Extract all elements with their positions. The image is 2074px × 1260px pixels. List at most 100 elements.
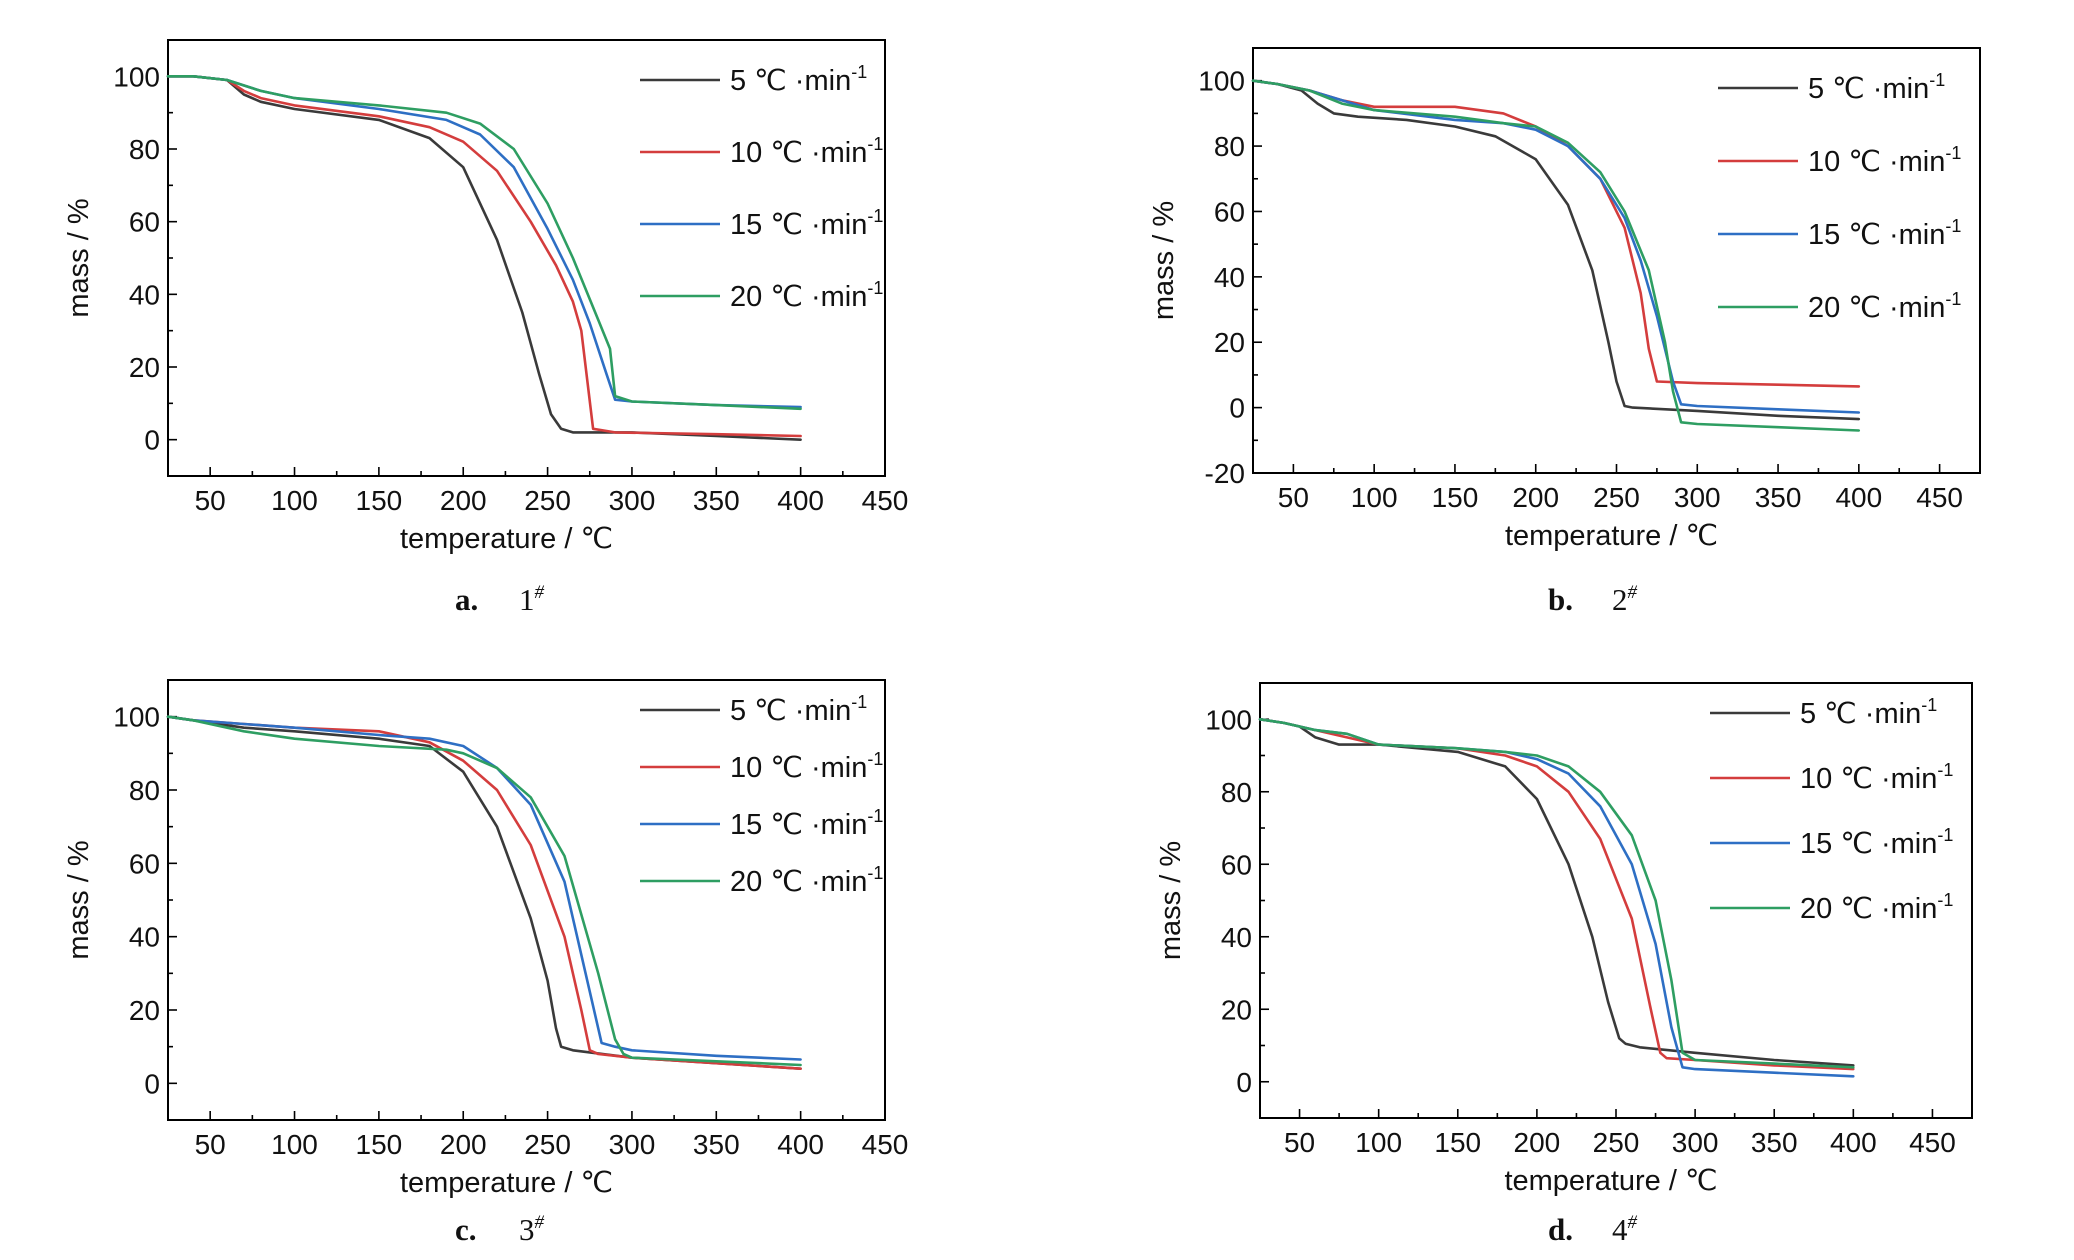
x-axis-title: temperature / ℃ xyxy=(400,523,613,555)
x-tick-label: 350 xyxy=(1751,1127,1798,1158)
legend-label: 20 ℃ ·min-1 xyxy=(730,278,883,313)
y-axis-title: mass / % xyxy=(63,198,95,317)
legend-superscript: -1 xyxy=(1945,143,1961,163)
series-line-2 xyxy=(166,715,802,1061)
caption-number: 4# xyxy=(1612,1212,1638,1247)
caption-number: 2# xyxy=(1612,582,1638,617)
legend-label: 10 ℃ ·min-1 xyxy=(1808,143,1961,178)
legend-superscript: -1 xyxy=(867,749,883,769)
series-line-3 xyxy=(166,715,802,1067)
caption-letter: a. xyxy=(455,582,478,617)
y-tick-label: 60 xyxy=(1214,196,1245,227)
chart-panel-d: 50 100 150 200 250 300 350 400 450 0 20 40 60 80 100 te… xyxy=(1037,630,2074,1260)
y-axis-title: mass / % xyxy=(1155,841,1187,960)
x-tick-label: 250 xyxy=(524,1129,571,1160)
x-tick-label: 250 xyxy=(1593,1127,1640,1158)
legend-label: 20 ℃ ·min-1 xyxy=(730,863,883,898)
chart-panel-b: 50 100 150 200 250 300 350 400 450 -20 0 20 40 60 80 10… xyxy=(1037,0,2074,630)
x-axis-title: temperature / ℃ xyxy=(1505,520,1718,552)
x-axis-title: temperature / ℃ xyxy=(1504,1165,1717,1197)
chart-panel-c: 50 100 150 200 250 300 350 400 450 0 20 40 60 80 100 te… xyxy=(0,630,1037,1260)
x-tick-label: 300 xyxy=(1674,482,1721,513)
legend-label: 5 ℃ ·min-1 xyxy=(1800,695,1937,730)
series-line-2 xyxy=(1258,718,1855,1078)
series-line-1 xyxy=(166,75,802,438)
y-tick-label: 0 xyxy=(144,1068,160,1099)
y-axis-title: mass / % xyxy=(1148,201,1180,320)
legend-superscript: -1 xyxy=(1945,289,1961,309)
legend-label: 15 ℃ ·min-1 xyxy=(730,206,883,241)
y-tick-label: 80 xyxy=(129,134,160,165)
y-tick-label: 100 xyxy=(1198,66,1245,97)
x-tick-label: 350 xyxy=(1755,482,1802,513)
x-tick-label: 150 xyxy=(1432,482,1479,513)
x-tick-label: 100 xyxy=(271,485,318,516)
x-axis-title: temperature / ℃ xyxy=(400,1167,613,1199)
legend-label: 20 ℃ ·min-1 xyxy=(1808,289,1961,324)
y-tick-label: 0 xyxy=(1229,393,1245,424)
caption-letter: c. xyxy=(455,1212,477,1247)
x-tick-label: 400 xyxy=(1830,1127,1877,1158)
x-tick-label: 100 xyxy=(271,1129,318,1160)
caption-number: 3# xyxy=(519,1212,545,1247)
x-tick-label: 400 xyxy=(777,485,824,516)
chart-svg: 50 100 150 200 250 300 350 400 450 -20 0 20 40 60 80 10… xyxy=(1148,47,1981,617)
y-tick-label: 20 xyxy=(1221,994,1252,1025)
x-tick-label: 450 xyxy=(862,485,909,516)
caption-superscript: # xyxy=(535,582,545,603)
series-line-3 xyxy=(1258,718,1855,1069)
legend-superscript: -1 xyxy=(867,206,883,226)
x-tick-label: 150 xyxy=(1434,1127,1481,1158)
legend-superscript: -1 xyxy=(867,134,883,154)
y-tick-label: 100 xyxy=(113,61,160,92)
x-tick-label: 300 xyxy=(1672,1127,1719,1158)
x-tick-label: 450 xyxy=(862,1129,909,1160)
y-tick-label: 100 xyxy=(1205,704,1252,735)
chart-svg: 50 100 150 200 250 300 350 400 450 0 20 40 60 80 100 te… xyxy=(63,679,909,1247)
plot-frame xyxy=(167,679,886,1121)
x-tick-label: 100 xyxy=(1355,1127,1402,1158)
chart-svg: 50 100 150 200 250 300 350 400 450 0 20 40 60 80 100 te… xyxy=(63,39,909,617)
caption-letter: b. xyxy=(1548,582,1573,617)
x-tick-label: 300 xyxy=(609,1129,656,1160)
series-line-0 xyxy=(166,75,802,442)
legend-label: 10 ℃ ·min-1 xyxy=(1800,760,1953,795)
x-tick-label: 200 xyxy=(440,485,487,516)
x-tick-label: 200 xyxy=(1512,482,1559,513)
legend-superscript: -1 xyxy=(1945,216,1961,236)
plot-frame xyxy=(1252,47,1981,474)
x-tick-label: 100 xyxy=(1351,482,1398,513)
x-tick-label: 250 xyxy=(524,485,571,516)
y-tick-label: 40 xyxy=(129,922,160,953)
series-line-2 xyxy=(1251,79,1861,414)
x-tick-label: 400 xyxy=(777,1129,824,1160)
y-tick-label: 20 xyxy=(129,995,160,1026)
legend-label: 5 ℃ ·min-1 xyxy=(1808,70,1945,105)
series-line-0 xyxy=(1251,79,1861,421)
x-tick-label: 350 xyxy=(693,1129,740,1160)
legend-label: 5 ℃ ·min-1 xyxy=(730,62,867,97)
chart-panel-a: 50 100 150 200 250 300 350 400 450 0 20 40 60 80 100 te… xyxy=(0,0,1037,630)
x-tick-label: 450 xyxy=(1916,482,1963,513)
caption-letter: d. xyxy=(1548,1212,1573,1247)
legend-label: 5 ℃ ·min-1 xyxy=(730,692,867,727)
y-tick-label: 80 xyxy=(1221,777,1252,808)
x-tick-label: 150 xyxy=(356,1129,403,1160)
y-axis-title: mass / % xyxy=(63,840,95,959)
legend-label: 15 ℃ ·min-1 xyxy=(1808,216,1961,251)
series-line-0 xyxy=(1258,718,1855,1067)
caption-superscript: # xyxy=(535,1212,545,1233)
legend-label: 15 ℃ ·min-1 xyxy=(1800,825,1953,860)
caption-superscript: # xyxy=(1628,1212,1638,1233)
x-tick-label: 50 xyxy=(1284,1127,1315,1158)
series-line-0 xyxy=(166,715,802,1071)
y-tick-label: 60 xyxy=(129,207,160,238)
series-line-1 xyxy=(1258,718,1855,1071)
y-tick-label: 0 xyxy=(1236,1067,1252,1098)
y-tick-label: 40 xyxy=(1221,922,1252,953)
legend-superscript: -1 xyxy=(867,863,883,883)
legend-superscript: -1 xyxy=(1937,825,1953,845)
y-tick-label: 20 xyxy=(1214,327,1245,358)
series-line-3 xyxy=(166,75,802,411)
x-tick-label: 250 xyxy=(1593,482,1640,513)
